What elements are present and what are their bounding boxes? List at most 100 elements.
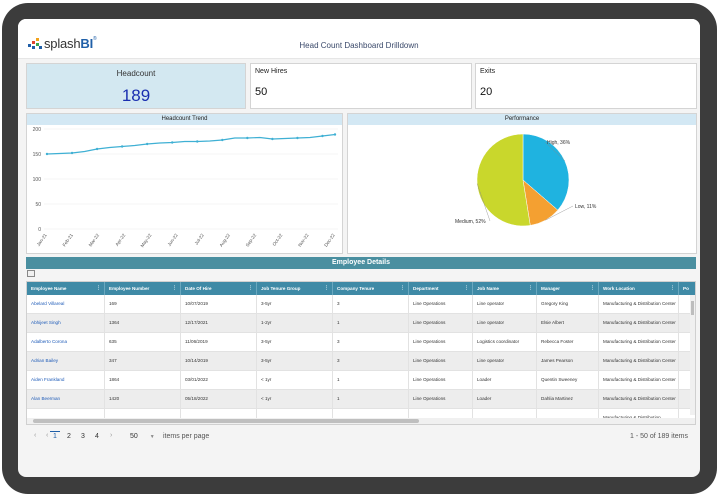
column-header[interactable]: Job Name ⋮: [473, 282, 537, 295]
kpi-new-hires[interactable]: New Hires 50: [250, 63, 472, 109]
trend-point[interactable]: [70, 151, 74, 155]
table-row[interactable]: Manufacturing & Distribution: [27, 409, 693, 424]
table-cell: Quentin Sweeney: [537, 371, 599, 389]
column-menu-icon[interactable]: ⋮: [324, 285, 329, 291]
column-header[interactable]: Employee Number ⋮: [105, 282, 181, 295]
employee-name-link[interactable]: Abelard Villareal: [27, 295, 105, 313]
trend-point[interactable]: [196, 140, 199, 143]
vertical-scroll-thumb[interactable]: [691, 301, 694, 315]
export-icon[interactable]: [27, 270, 35, 277]
x-tick-label: Jul-22: [194, 232, 206, 245]
column-menu-icon[interactable]: ⋮: [670, 285, 675, 291]
table-cell: Line operator: [473, 295, 537, 313]
table-cell: Loader: [473, 371, 537, 389]
x-tick-label: Mar-22: [88, 232, 101, 247]
employee-details-title: Employee Details: [26, 257, 696, 269]
pie-label-medium: Medium, 52%: [455, 219, 486, 225]
table-row[interactable]: Abelard Villareal 169 10/07/2019 3-5yr 3 Line…: [27, 295, 693, 314]
trend-point[interactable]: [296, 136, 299, 140]
table-cell: 169: [105, 295, 181, 313]
trend-point[interactable]: [246, 136, 249, 140]
employee-name-link[interactable]: Abhijeet Singh: [27, 314, 105, 332]
vertical-scrollbar[interactable]: [690, 295, 695, 415]
trend-line: [46, 133, 336, 155]
horizontal-scrollbar[interactable]: [27, 418, 695, 424]
page-4-button[interactable]: 4: [95, 433, 99, 440]
employee-grid: Employee Name ⋮ Employee Number ⋮ Date Of Hi…: [26, 281, 696, 425]
table-cell: 3-5yr: [257, 295, 333, 313]
column-header[interactable]: Department ⋮: [409, 282, 473, 295]
y-tick-label: 100: [33, 177, 42, 183]
employee-name-link[interactable]: Aiden Frankland: [27, 371, 105, 389]
logo: splashBI®: [28, 36, 97, 51]
table-row[interactable]: Adrian Bailey 347 10/14/2019 3-5yr 3 Line Ope…: [27, 352, 693, 371]
trend-point[interactable]: [221, 138, 224, 142]
trend-point[interactable]: [333, 133, 337, 136]
table-row[interactable]: Adalberto Corona 635 11/06/2019 3-5yr 3 Line …: [27, 333, 693, 352]
table-cell: < 1yr: [257, 390, 333, 408]
table-cell: 12/17/2021: [181, 314, 257, 332]
page-size-select[interactable]: 50 ▼: [130, 433, 155, 440]
column-header[interactable]: Job Tenure Group ⋮: [257, 282, 333, 295]
column-header[interactable]: Company Tenure ⋮: [333, 282, 409, 295]
page-3-button[interactable]: 3: [81, 433, 85, 440]
trend-point[interactable]: [120, 145, 124, 148]
column-header[interactable]: Po: [679, 282, 695, 295]
column-menu-icon[interactable]: ⋮: [528, 285, 533, 291]
employee-name-link[interactable]: Alan Beerman: [27, 390, 105, 408]
trend-point[interactable]: [271, 137, 274, 141]
trend-point[interactable]: [95, 147, 99, 151]
kpi-headcount-label: Headcount: [116, 69, 156, 78]
top-bar: splashBI® Head Count Dashboard Drilldown: [18, 19, 700, 59]
page-1-button[interactable]: 1: [50, 431, 60, 440]
column-menu-icon[interactable]: ⋮: [400, 285, 405, 291]
performance-panel: Performance High, 36% Low, 11% Medium, 52%: [347, 113, 697, 254]
table-cell: Elsie Albert: [537, 314, 599, 332]
trend-point[interactable]: [321, 134, 324, 138]
table-cell: 03/01/2022: [181, 371, 257, 389]
table-cell: 635: [105, 333, 181, 351]
headcount-trend-chart: 0 50 100 150 200 Jan-21 Feb-21 Mar-22 Apr-22 May-…: [33, 127, 338, 248]
table-row[interactable]: Aiden Frankland 1864 03/01/2022 < 1yr 1 Line …: [27, 371, 693, 390]
x-tick-label: Jan-21: [36, 232, 48, 247]
column-menu-icon[interactable]: ⋮: [172, 285, 177, 291]
prev-page-arrow[interactable]: ‹: [46, 432, 49, 439]
page-2-button[interactable]: 2: [67, 433, 71, 440]
table-cell: Line operator: [473, 352, 537, 370]
prev-page-button[interactable]: ‹: [34, 432, 37, 439]
pie-slice-medium[interactable]: [476, 133, 531, 227]
kpi-exits-label: Exits: [480, 68, 496, 75]
employee-name-link[interactable]: Adrian Bailey: [27, 352, 105, 370]
column-menu-icon[interactable]: ⋮: [464, 285, 469, 291]
column-header[interactable]: Employee Name ⋮: [27, 282, 105, 295]
employee-name-link[interactable]: [27, 409, 105, 424]
column-header[interactable]: Date Of Hire ⋮: [181, 282, 257, 295]
column-header[interactable]: Work Location ⋮: [599, 282, 679, 295]
next-page-button[interactable]: ›: [110, 432, 113, 439]
x-tick-label: May-22: [140, 232, 153, 248]
table-row[interactable]: Abhijeet Singh 1364 12/17/2021 1-2yr 1 Line O…: [27, 314, 693, 333]
kpi-headcount[interactable]: Headcount 189: [26, 63, 246, 109]
column-menu-icon[interactable]: ⋮: [96, 285, 101, 291]
trend-point[interactable]: [145, 142, 149, 146]
trend-point[interactable]: [171, 141, 174, 144]
table-cell: [257, 409, 333, 424]
column-header[interactable]: Manager ⋮: [537, 282, 599, 295]
kpi-exits[interactable]: Exits 20: [475, 63, 697, 109]
y-tick-label: 150: [33, 152, 42, 158]
column-menu-icon[interactable]: ⋮: [248, 285, 253, 291]
x-tick-label: Nov-22: [297, 232, 310, 247]
x-tick-label: Sep-22: [245, 232, 258, 247]
horizontal-scroll-thumb[interactable]: [33, 419, 419, 423]
trend-point[interactable]: [45, 152, 49, 156]
x-tick-label: Feb-21: [62, 232, 75, 247]
employee-name-link[interactable]: Adalberto Corona: [27, 333, 105, 351]
pie-leader-line: [544, 141, 565, 162]
column-menu-icon[interactable]: ⋮: [590, 285, 595, 291]
table-cell: [473, 409, 537, 424]
table-cell: Manufacturing & Distribution Center: [599, 295, 679, 313]
kpi-headcount-value: 189: [121, 86, 151, 105]
table-row[interactable]: Alan Beerman 1420 05/18/2022 < 1yr 1 Line Ope…: [27, 390, 693, 409]
table-cell: Logistics coordinator: [473, 333, 537, 351]
pager: ‹ ‹ 1 2 3 4 › 50 ▼ items per page 1 - 50 …: [26, 427, 696, 447]
